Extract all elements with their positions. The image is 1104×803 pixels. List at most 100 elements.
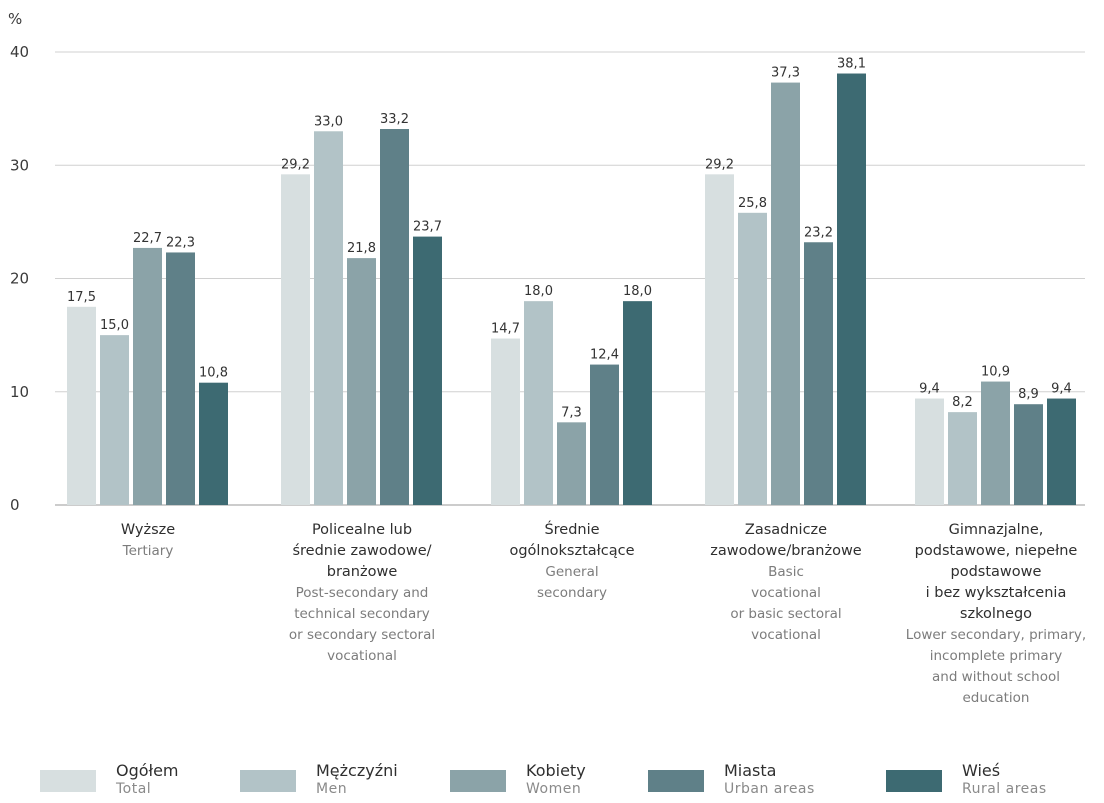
category-label-en-line: Lower secondary, primary,: [905, 627, 1087, 643]
y-tick-label: 0: [10, 496, 20, 514]
category-label-pl-line: podstawowe, niepełne: [914, 543, 1078, 559]
data-label: 17,5: [67, 290, 96, 305]
data-label: 29,2: [705, 157, 734, 172]
bar: [133, 247, 162, 506]
y-tick-label: 20: [10, 270, 29, 288]
data-label: 33,0: [314, 114, 343, 129]
category-label-en-line: or secondary sectoral: [288, 627, 436, 643]
bar: [314, 131, 343, 505]
legend-label-women-en: Women: [526, 781, 582, 797]
category-label-pl-line: Gimnazjalne,: [948, 522, 1044, 538]
category-label-en-line: Basic: [768, 564, 804, 580]
category-label-en-line: incomplete primary: [929, 648, 1063, 664]
category-label: Policealne lub średnie zawodowe/branżowe P…: [252, 520, 472, 667]
bar: [413, 236, 442, 505]
category-label-pl-line: średnie zawodowe/: [292, 543, 432, 559]
category-label: Średnie ogólnokształcące General secondary: [462, 520, 682, 604]
data-label: 9,4: [1051, 382, 1072, 397]
data-label: 21,8: [347, 241, 376, 256]
data-label: 23,2: [804, 225, 833, 240]
bar: [623, 301, 652, 505]
data-label: 12,4: [590, 348, 619, 363]
category-label-en-line: and without school: [931, 669, 1060, 685]
bar: [1047, 398, 1076, 505]
legend: Ogółem Total Mężczyźni Men Kobiety Women…: [0, 760, 1104, 803]
bar: [915, 398, 944, 505]
category-label-pl-line: podstawowe: [950, 564, 1042, 580]
bar: [380, 129, 409, 505]
category-label-en-line: Post-secondary and: [295, 585, 429, 601]
category-label-pl-line: Zasadnicze: [744, 522, 828, 538]
y-tick-label: 10: [10, 383, 29, 401]
bar: [948, 412, 977, 505]
y-tick-label: 30: [10, 156, 29, 174]
data-label: 22,7: [133, 231, 162, 246]
data-label: 38,1: [837, 57, 866, 72]
data-label: 9,4: [919, 382, 940, 397]
bar: [166, 252, 195, 505]
data-label: 7,3: [561, 405, 582, 420]
legend-label-men-pl: Mężczyźni: [316, 761, 398, 780]
bar: [199, 382, 228, 505]
bar: [557, 422, 586, 505]
category-label-pl-line: Policealne lub: [311, 522, 413, 538]
data-label: 22,3: [166, 235, 195, 250]
category-label-en-line: or basic sectoral: [730, 606, 842, 622]
data-label: 18,0: [623, 284, 652, 299]
category-label-en-line: General: [545, 564, 599, 580]
category-label-pl-line: Wyższe: [120, 522, 176, 538]
data-label: 8,9: [1018, 387, 1039, 402]
bar: [771, 82, 800, 505]
category-label-en-line: technical secondary: [294, 606, 430, 622]
bar: [981, 381, 1010, 505]
bar: [738, 212, 767, 505]
bar: [100, 335, 129, 505]
legend-swatch-urban: [648, 770, 704, 792]
legend-label-women-pl: Kobiety: [526, 761, 586, 780]
bar: [705, 174, 734, 505]
data-label: 25,8: [738, 196, 767, 211]
legend-label-men-en: Men: [316, 781, 348, 797]
category-label: Zasadnicze zawodowe/branżowe Basic vocation…: [676, 520, 896, 646]
y-axis-unit-label: %: [8, 10, 22, 28]
data-label: 23,7: [413, 220, 442, 235]
data-label: 10,9: [981, 365, 1010, 380]
bar: [491, 338, 520, 505]
bar: [67, 306, 96, 505]
data-label: 18,0: [524, 284, 553, 299]
bar: [590, 364, 619, 505]
bar: [281, 174, 310, 505]
legend-label-urban-pl: Miasta: [724, 761, 777, 780]
category-label-pl-line: szkolnego: [959, 606, 1033, 622]
legend-label-rural-en: Rural areas: [962, 781, 1047, 797]
category-label: Gimnazjalne, podstawowe, niepełne podstawo…: [886, 520, 1104, 709]
bar-chart: % 0 10 20 30 40 17,5 29,2 14,7 29,2 9,4 15,0 33,0 18,…: [8, 10, 1085, 514]
bar: [837, 73, 866, 505]
category-label-pl-line: zawodowe/branżowe: [710, 543, 862, 559]
legend-swatch-total: [40, 770, 96, 792]
bar: [804, 242, 833, 505]
y-tick-label: 40: [10, 43, 29, 61]
category-label-en-line: vocational: [751, 627, 821, 643]
category-label-en-line: vocational: [327, 648, 397, 664]
bar: [524, 301, 553, 505]
data-label: 37,3: [771, 66, 800, 81]
legend-swatch-women: [450, 770, 506, 792]
category-label: Wyższe Tertiary: [38, 520, 258, 562]
category-label-pl-line: ogólnokształcące: [509, 543, 635, 559]
data-label: 33,2: [380, 112, 409, 127]
data-label: 10,8: [199, 366, 228, 381]
legend-label-rural-pl: Wieś: [962, 761, 1001, 780]
legend-label-total-en: Total: [116, 781, 152, 797]
legend-swatch-men: [240, 770, 296, 792]
data-label: 15,0: [100, 318, 129, 333]
category-label-en-line: Tertiary: [122, 543, 174, 559]
category-label-en-line: education: [962, 690, 1030, 706]
bar: [1014, 404, 1043, 505]
data-label: 29,2: [281, 157, 310, 172]
legend-swatch-rural: [886, 770, 942, 792]
data-label: 8,2: [952, 395, 973, 410]
category-label-pl-line: i bez wykształcenia: [925, 585, 1067, 601]
bar: [347, 258, 376, 505]
category-label-pl-line: Średnie: [544, 522, 600, 538]
